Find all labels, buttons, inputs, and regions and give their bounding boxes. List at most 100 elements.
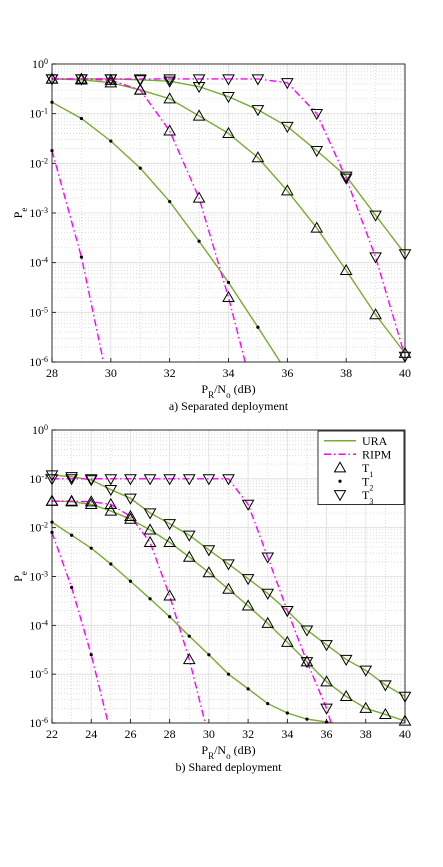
- marker-dot: [305, 717, 309, 721]
- marker-triangle-up: [202, 566, 216, 578]
- marker-triangle-up: [280, 184, 294, 196]
- marker-triangle-down: [124, 493, 137, 505]
- y-tick-label: 10-4: [29, 618, 48, 633]
- y-axis-label: Pe: [11, 208, 29, 219]
- marker-triangle-up: [339, 263, 353, 275]
- marker-triangle-down: [104, 474, 118, 486]
- chart: 10-6 10-5 10-4 10-3 10-2 10-1 100 28 30 32 34 36 38 4…: [11, 57, 412, 413]
- x-tick-label: 36: [321, 727, 333, 741]
- y-tick-label: 10-5: [29, 305, 48, 320]
- marker-triangle-down: [133, 74, 147, 86]
- marker-dot: [138, 166, 142, 170]
- marker-dot: [187, 634, 191, 638]
- x-axis-label: PR/No (dB): [201, 743, 255, 761]
- marker-triangle-down: [280, 78, 294, 90]
- x-tick-label: 22: [46, 727, 58, 741]
- marker-triangle-up: [369, 308, 382, 320]
- marker-dot: [256, 325, 260, 329]
- marker-triangle-up: [222, 582, 235, 594]
- legend-label: T1: [362, 461, 373, 479]
- marker-triangle-up: [320, 675, 333, 687]
- legend-box: [317, 430, 405, 505]
- caption: a) Separated deployment: [169, 399, 289, 413]
- legend-label: URA: [362, 434, 388, 448]
- marker-triangle-down: [310, 146, 324, 158]
- marker-triangle-down: [104, 74, 118, 86]
- marker-dot: [128, 579, 133, 583]
- marker-triangle-up: [163, 589, 177, 601]
- marker-dot: [285, 711, 289, 715]
- chart: 10-6 10-5 10-4 10-3 10-2 10-1 100 22 24 26 28 30 32 3…: [11, 423, 412, 774]
- marker-triangle-down: [339, 173, 353, 185]
- y-tick-label: 10-3: [29, 206, 48, 221]
- marker-triangle-up: [339, 689, 353, 702]
- marker-triangle-up: [163, 124, 177, 136]
- marker-dot: [197, 239, 201, 243]
- marker-triangle-down: [261, 552, 275, 564]
- marker-triangle-down: [182, 530, 196, 542]
- marker-triangle-down: [75, 74, 88, 86]
- y-tick-label: 10-2: [29, 520, 48, 535]
- marker-triangle-up: [65, 494, 78, 506]
- marker-dot: [168, 199, 172, 204]
- marker-triangle-up: [163, 92, 177, 104]
- marker-triangle-down: [280, 121, 294, 134]
- marker-triangle-down: [222, 559, 235, 571]
- x-tick-label: 28: [164, 727, 176, 741]
- marker-triangle-down: [84, 475, 98, 487]
- marker-triangle-down: [333, 490, 347, 502]
- marker-triangle-up: [163, 535, 177, 547]
- marker-triangle-up: [133, 83, 147, 95]
- marker-triangle-up: [192, 109, 206, 121]
- marker-triangle-up: [84, 497, 98, 509]
- marker-triangle-down: [65, 472, 78, 484]
- series-line: [52, 150, 105, 362]
- marker-triangle-down: [202, 474, 216, 486]
- marker-triangle-down: [251, 105, 265, 117]
- marker-triangle-down: [241, 574, 255, 586]
- y-tick-label: 10-4: [29, 255, 48, 270]
- marker-triangle-down: [192, 74, 206, 86]
- marker-triangle-up: [379, 707, 392, 720]
- x-tick-label: 36: [281, 366, 293, 380]
- series-line: [52, 78, 405, 357]
- marker-triangle-up: [222, 290, 235, 303]
- marker-triangle-down: [124, 474, 137, 486]
- series-line: [52, 474, 405, 698]
- x-tick-label: 40: [399, 727, 411, 741]
- marker-triangle-down: [192, 82, 206, 94]
- marker-triangle-down: [379, 680, 392, 692]
- marker-triangle-down: [261, 588, 275, 600]
- caption: b) Shared deployment: [176, 760, 283, 774]
- x-tick-label: 40: [399, 366, 411, 380]
- x-tick-label: 26: [124, 727, 136, 741]
- y-tick-label: 100: [32, 423, 48, 438]
- marker-dot: [70, 533, 74, 537]
- marker-triangle-up: [104, 76, 118, 88]
- marker-dot: [266, 701, 270, 706]
- marker-triangle-up: [280, 635, 294, 647]
- marker-triangle-down: [369, 252, 382, 264]
- marker-triangle-up: [143, 523, 157, 535]
- marker-triangle-down: [222, 74, 235, 86]
- marker-triangle-down: [369, 210, 382, 222]
- y-tick-label: 10-6: [29, 716, 48, 731]
- x-tick-label: 38: [360, 727, 372, 741]
- marker-triangle-down: [163, 76, 177, 88]
- marker-triangle-up: [261, 616, 275, 628]
- marker-dot: [109, 562, 113, 566]
- marker-triangle-up: [124, 512, 137, 524]
- marker-triangle-down: [163, 519, 177, 531]
- marker-dot: [148, 597, 152, 601]
- x-tick-label: 32: [242, 727, 254, 741]
- x-tick-label: 24: [85, 727, 97, 741]
- marker-triangle-down: [65, 474, 78, 486]
- series-line: [52, 78, 405, 354]
- marker-triangle-up: [182, 652, 196, 665]
- marker-triangle-up: [359, 701, 373, 713]
- legend-label: RIPM: [362, 447, 392, 461]
- y-tick-label: 10-3: [29, 569, 48, 584]
- marker-triangle-up: [310, 221, 324, 233]
